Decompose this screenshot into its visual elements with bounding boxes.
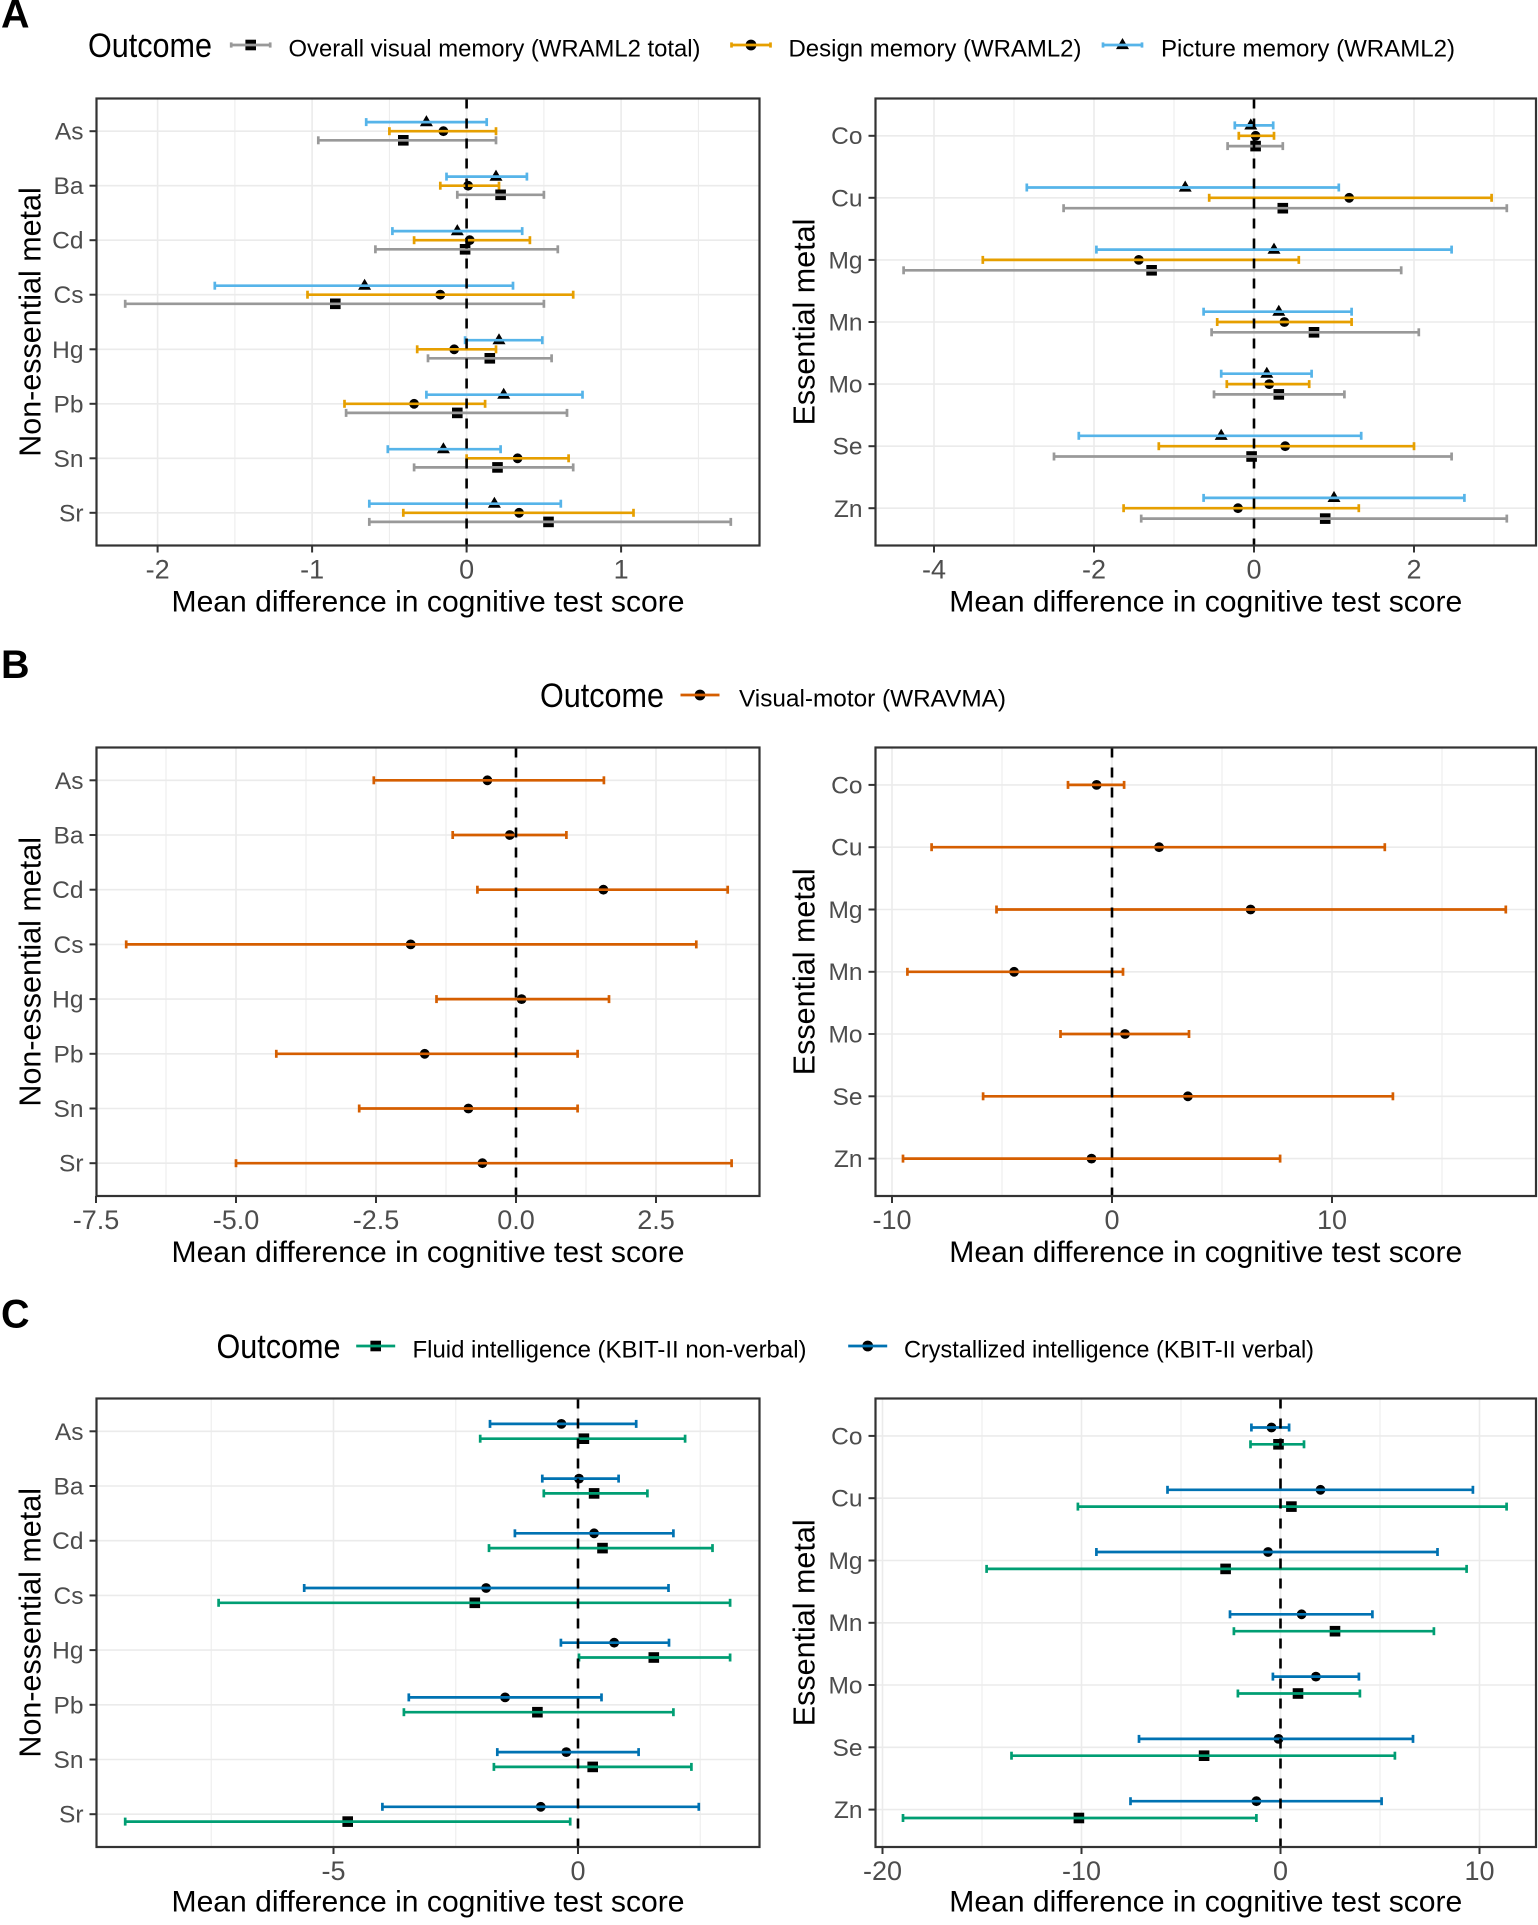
svg-text:-2: -2 bbox=[146, 555, 170, 585]
svg-text:0: 0 bbox=[1246, 555, 1261, 585]
svg-text:Se: Se bbox=[833, 434, 863, 461]
svg-text:10: 10 bbox=[1464, 1856, 1494, 1886]
svg-text:Overall visual memory (WRAML2: Overall visual memory (WRAML2 total) bbox=[289, 36, 701, 63]
svg-text:Essential metal: Essential metal bbox=[788, 1519, 822, 1726]
svg-text:Cs: Cs bbox=[54, 932, 84, 959]
svg-text:Se: Se bbox=[833, 1735, 863, 1762]
svg-text:0.0: 0.0 bbox=[497, 1205, 535, 1235]
svg-text:B: B bbox=[1, 643, 30, 687]
svg-text:10: 10 bbox=[1317, 1205, 1347, 1235]
svg-text:0: 0 bbox=[1104, 1205, 1119, 1235]
svg-text:Mg: Mg bbox=[828, 1548, 862, 1575]
svg-text:-4: -4 bbox=[922, 555, 946, 585]
svg-text:Cd: Cd bbox=[52, 228, 83, 255]
svg-text:Mean difference in cognitive t: Mean difference in cognitive test score bbox=[172, 1886, 685, 1919]
svg-text:As: As bbox=[55, 119, 84, 146]
svg-text:Cu: Cu bbox=[831, 835, 862, 862]
svg-text:Non-essential metal: Non-essential metal bbox=[14, 1488, 48, 1758]
svg-text:Co: Co bbox=[831, 772, 862, 799]
svg-text:Non-essential metal: Non-essential metal bbox=[14, 187, 48, 457]
svg-text:Ba: Ba bbox=[54, 1474, 84, 1501]
svg-text:Sn: Sn bbox=[54, 1096, 84, 1123]
svg-text:Design memory (WRAML2): Design memory (WRAML2) bbox=[789, 36, 1082, 63]
svg-text:Cs: Cs bbox=[54, 282, 84, 309]
svg-text:Sn: Sn bbox=[54, 1747, 84, 1774]
svg-text:Hg: Hg bbox=[52, 987, 83, 1014]
svg-text:Essential metal: Essential metal bbox=[788, 868, 822, 1075]
svg-text:Ba: Ba bbox=[54, 823, 84, 850]
svg-text:Co: Co bbox=[831, 123, 862, 150]
svg-text:Hg: Hg bbox=[52, 337, 83, 364]
svg-text:Sr: Sr bbox=[59, 1151, 84, 1178]
svg-text:0: 0 bbox=[459, 555, 474, 585]
svg-text:Mean difference in cognitive t: Mean difference in cognitive test score bbox=[949, 1236, 1462, 1269]
svg-text:Outcome: Outcome bbox=[88, 27, 212, 65]
svg-text:Se: Se bbox=[833, 1084, 863, 1111]
svg-text:As: As bbox=[55, 1419, 84, 1446]
svg-text:Mn: Mn bbox=[828, 1610, 862, 1637]
svg-text:Essential metal: Essential metal bbox=[788, 219, 822, 426]
svg-text:Sr: Sr bbox=[59, 1802, 84, 1829]
svg-text:Sr: Sr bbox=[59, 500, 84, 527]
svg-text:Co: Co bbox=[831, 1423, 862, 1450]
svg-text:Outcome: Outcome bbox=[217, 1328, 341, 1366]
svg-text:Cd: Cd bbox=[52, 1528, 83, 1555]
svg-text:Mean difference in cognitive t: Mean difference in cognitive test score bbox=[949, 586, 1462, 619]
svg-text:2.5: 2.5 bbox=[637, 1205, 675, 1235]
svg-text:Mean difference in cognitive t: Mean difference in cognitive test score bbox=[949, 1886, 1462, 1919]
svg-text:Pb: Pb bbox=[54, 391, 84, 418]
svg-text:1: 1 bbox=[614, 555, 629, 585]
svg-text:Visual-motor (WRAVMA): Visual-motor (WRAVMA) bbox=[739, 686, 1006, 713]
svg-text:-1: -1 bbox=[300, 555, 324, 585]
svg-text:Mn: Mn bbox=[828, 959, 862, 986]
svg-text:Mg: Mg bbox=[828, 247, 862, 274]
svg-text:Ba: Ba bbox=[54, 173, 84, 200]
svg-text:A: A bbox=[1, 0, 30, 37]
svg-text:Outcome: Outcome bbox=[540, 677, 664, 715]
svg-text:Non-essential metal: Non-essential metal bbox=[14, 837, 48, 1107]
svg-text:Zn: Zn bbox=[834, 1146, 863, 1173]
svg-text:Cd: Cd bbox=[52, 877, 83, 904]
svg-text:-2.5: -2.5 bbox=[353, 1205, 400, 1235]
svg-text:-5: -5 bbox=[321, 1856, 345, 1886]
svg-text:-5.0: -5.0 bbox=[213, 1205, 260, 1235]
svg-text:Mg: Mg bbox=[828, 897, 862, 924]
svg-text:-7.5: -7.5 bbox=[73, 1205, 120, 1235]
svg-text:C: C bbox=[1, 1293, 30, 1337]
svg-text:Cu: Cu bbox=[831, 185, 862, 212]
svg-text:Mo: Mo bbox=[828, 372, 862, 399]
svg-text:Zn: Zn bbox=[834, 496, 863, 523]
svg-text:0: 0 bbox=[1273, 1856, 1288, 1886]
svg-text:Mn: Mn bbox=[828, 310, 862, 337]
svg-text:Pb: Pb bbox=[54, 1041, 84, 1068]
svg-text:Mean difference in cognitive t: Mean difference in cognitive test score bbox=[172, 1236, 685, 1269]
svg-text:Zn: Zn bbox=[834, 1797, 863, 1824]
svg-text:Fluid intelligence (KBIT-II no: Fluid intelligence (KBIT-II non-verbal) bbox=[413, 1337, 807, 1364]
svg-text:Mo: Mo bbox=[828, 1022, 862, 1049]
svg-text:As: As bbox=[55, 768, 84, 795]
svg-text:Cu: Cu bbox=[831, 1486, 862, 1513]
svg-text:-10: -10 bbox=[1062, 1856, 1101, 1886]
svg-text:2: 2 bbox=[1406, 555, 1421, 585]
svg-text:Crystallized intelligence (KBI: Crystallized intelligence (KBIT-II verba… bbox=[904, 1337, 1314, 1364]
svg-text:0: 0 bbox=[570, 1856, 585, 1886]
svg-text:Cs: Cs bbox=[54, 1583, 84, 1610]
svg-text:-10: -10 bbox=[872, 1205, 911, 1235]
svg-text:Hg: Hg bbox=[52, 1638, 83, 1665]
svg-text:Mo: Mo bbox=[828, 1673, 862, 1700]
svg-text:Pb: Pb bbox=[54, 1692, 84, 1719]
svg-text:-2: -2 bbox=[1082, 555, 1106, 585]
svg-text:-20: -20 bbox=[863, 1856, 902, 1886]
svg-text:Sn: Sn bbox=[54, 446, 84, 473]
svg-text:Picture memory (WRAML2): Picture memory (WRAML2) bbox=[1161, 36, 1455, 63]
svg-text:Mean difference in cognitive t: Mean difference in cognitive test score bbox=[172, 586, 685, 619]
